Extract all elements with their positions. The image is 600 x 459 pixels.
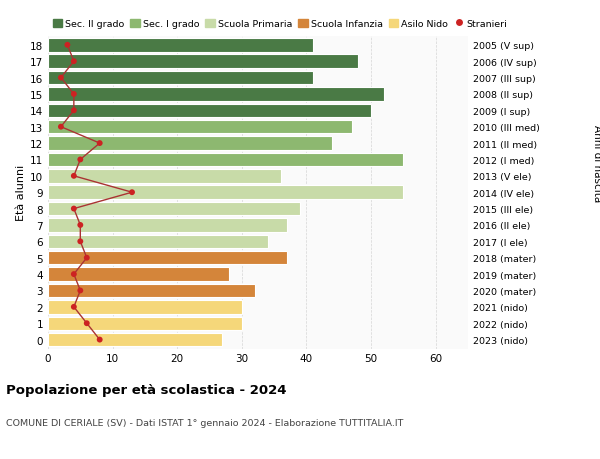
Point xyxy=(76,222,85,229)
Bar xyxy=(48,301,242,314)
Bar xyxy=(48,170,281,183)
Point xyxy=(69,173,79,180)
Point xyxy=(76,287,85,295)
Text: Popolazione per età scolastica - 2024: Popolazione per età scolastica - 2024 xyxy=(6,383,287,396)
Bar xyxy=(48,268,229,281)
Bar xyxy=(48,333,223,347)
Point xyxy=(82,320,92,327)
Point xyxy=(127,189,137,196)
Bar xyxy=(48,72,313,85)
Point xyxy=(82,254,92,262)
Point xyxy=(69,271,79,278)
Bar xyxy=(48,153,403,167)
Text: Anni di nascita: Anni di nascita xyxy=(592,125,600,202)
Bar xyxy=(48,137,332,151)
Y-axis label: Età alunni: Età alunni xyxy=(16,165,26,221)
Point xyxy=(69,91,79,98)
Bar xyxy=(48,219,287,232)
Bar xyxy=(48,186,403,200)
Point xyxy=(76,157,85,164)
Legend: Sec. II grado, Sec. I grado, Scuola Primaria, Scuola Infanzia, Asilo Nido, Stran: Sec. II grado, Sec. I grado, Scuola Prim… xyxy=(53,20,508,29)
Point xyxy=(56,75,66,82)
Point xyxy=(69,206,79,213)
Bar xyxy=(48,252,287,265)
Text: COMUNE DI CERIALE (SV) - Dati ISTAT 1° gennaio 2024 - Elaborazione TUTTITALIA.IT: COMUNE DI CERIALE (SV) - Dati ISTAT 1° g… xyxy=(6,418,403,427)
Bar xyxy=(48,104,371,118)
Bar xyxy=(48,317,242,330)
Point xyxy=(69,58,79,66)
Bar xyxy=(48,121,352,134)
Bar xyxy=(48,39,313,52)
Point xyxy=(69,303,79,311)
Bar xyxy=(48,284,255,297)
Point xyxy=(62,42,72,50)
Bar xyxy=(48,88,384,101)
Bar xyxy=(48,235,268,248)
Point xyxy=(56,124,66,131)
Bar xyxy=(48,202,300,216)
Point xyxy=(95,336,104,343)
Bar xyxy=(48,56,358,69)
Point xyxy=(69,107,79,115)
Point xyxy=(76,238,85,246)
Point xyxy=(95,140,104,147)
